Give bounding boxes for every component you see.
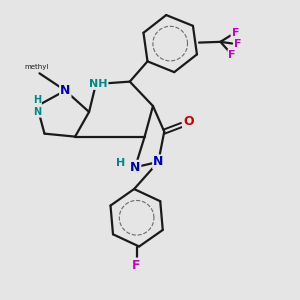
Text: N: N <box>153 155 164 168</box>
Text: methyl: methyl <box>25 64 49 70</box>
Text: NH: NH <box>89 79 107 89</box>
Text: F: F <box>132 259 141 272</box>
Text: O: O <box>183 115 194 128</box>
Text: H
N: H N <box>33 95 41 117</box>
Text: F: F <box>234 39 242 49</box>
Text: F: F <box>232 28 239 38</box>
Text: H: H <box>116 158 125 168</box>
Text: N: N <box>60 84 70 97</box>
Text: N: N <box>130 161 140 174</box>
Text: F: F <box>228 50 236 60</box>
